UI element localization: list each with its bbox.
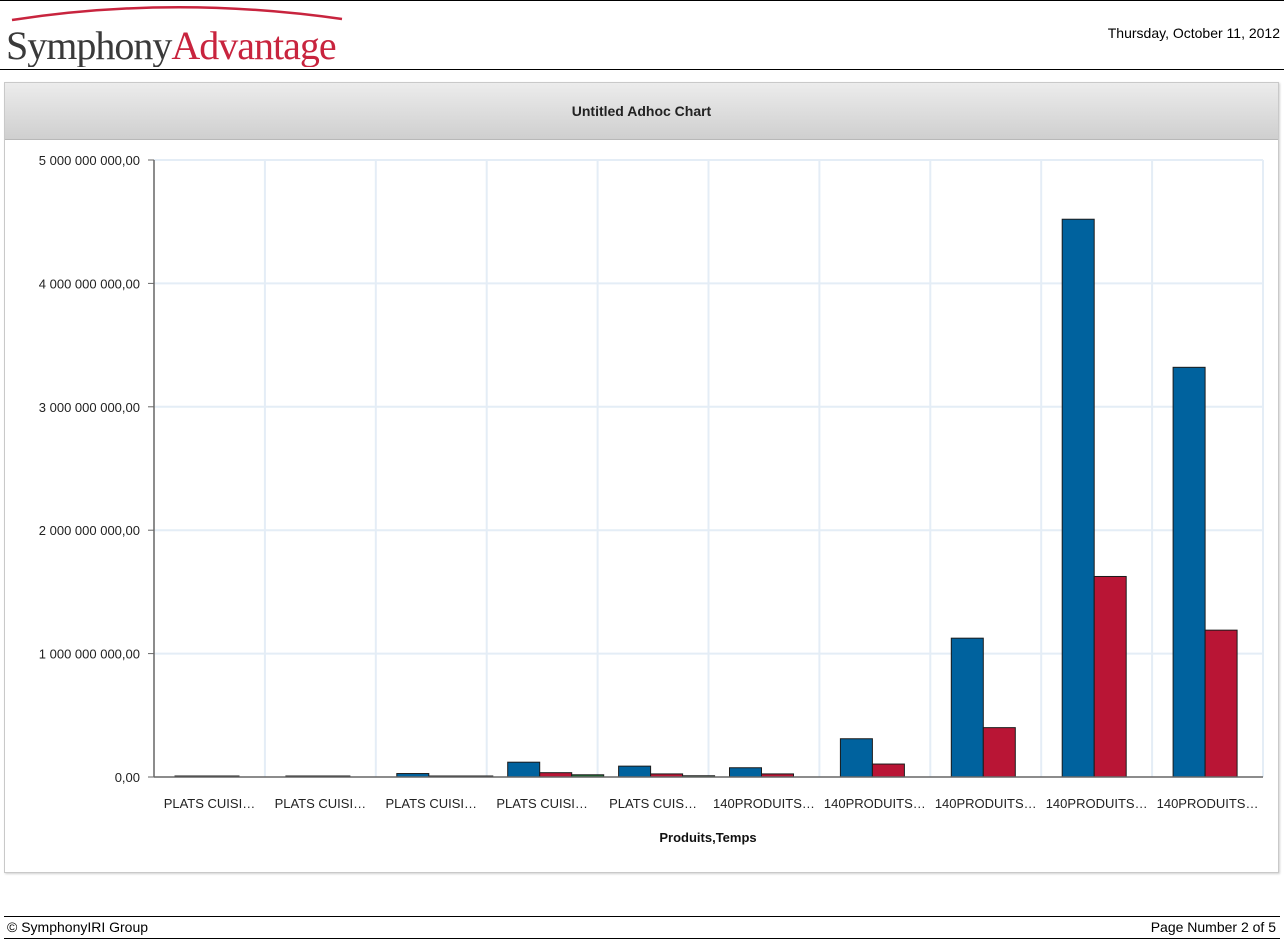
bar <box>871 763 905 778</box>
bar <box>507 761 541 778</box>
page-number: Page Number 2 of 5 <box>1150 919 1276 935</box>
y-tick-label: 4 000 000 000,00 <box>39 276 140 291</box>
report-header: SymphonyAdvantage Thursday, October 11, … <box>0 1 1284 69</box>
bar <box>1204 629 1238 778</box>
chart-panel: Untitled Adhoc Chart 0,00 1 000 000 000,0… <box>4 82 1279 873</box>
report-date: Thursday, October 11, 2012 <box>1107 25 1280 41</box>
copyright-text: © SymphonyIRI Group <box>7 919 149 935</box>
x-tick-label: PLATS CUISI… <box>164 796 256 811</box>
x-tick-label: PLATS CUISI… <box>385 796 477 811</box>
grid-layer <box>154 159 1264 777</box>
bars-layer <box>174 218 1238 778</box>
y-tick-label: 3 000 000 000,00 <box>39 400 140 415</box>
x-tick-label: 140PRODUITS… <box>713 796 815 811</box>
svg-text:SymphonyAdvantage: SymphonyAdvantage <box>6 23 336 67</box>
x-tick-label: PLATS CUISI… <box>275 796 367 811</box>
chart-title: Untitled Adhoc Chart <box>571 103 712 119</box>
footer-rule-bottom <box>4 938 1280 939</box>
bar-chart: 0,00 1 000 000 000,00 2 000 000 000,00 3 00… <box>39 153 1264 845</box>
logo-text-symphony: Symphony <box>6 23 172 67</box>
bar <box>839 738 873 778</box>
x-tick-label: 140PRODUITS… <box>824 796 926 811</box>
header-rule <box>0 69 1284 70</box>
x-tick-label: PLATS CUIS… <box>609 796 697 811</box>
bar <box>1093 575 1127 778</box>
footer-rule-top <box>4 916 1280 917</box>
y-tick-label: 1 000 000 000,00 <box>39 647 140 662</box>
logo-swoosh <box>11 6 343 22</box>
x-tick-label: 140PRODUITS… <box>935 796 1037 811</box>
x-tick-label: 140PRODUITS… <box>1157 796 1259 811</box>
top-rule <box>0 0 1284 1</box>
chart-panel-header: Untitled Adhoc Chart <box>5 83 1278 140</box>
bar <box>1061 218 1095 778</box>
symphony-advantage-logo: SymphonyAdvantage <box>4 3 349 67</box>
y-tick-label: 5 000 000 000,00 <box>39 153 140 168</box>
axes-layer: 0,00 1 000 000 000,00 2 000 000 000,00 3 00… <box>39 153 1263 811</box>
y-tick-label: 0,00 <box>115 770 140 785</box>
x-tick-label: PLATS CUISI… <box>496 796 588 811</box>
bar <box>729 767 762 778</box>
bar <box>982 727 1016 778</box>
bar <box>618 765 652 778</box>
x-axis-title: Produits,Temps <box>659 830 756 845</box>
bar <box>1172 366 1206 778</box>
y-tick-label: 2 000 000 000,00 <box>39 523 140 538</box>
bar <box>950 637 984 778</box>
logo-text-advantage: Advantage <box>171 23 336 67</box>
x-tick-label: 140PRODUITS… <box>1046 796 1148 811</box>
